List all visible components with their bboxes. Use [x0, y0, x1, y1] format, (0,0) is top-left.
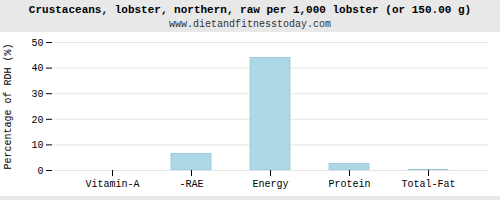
- html-text:www.dietandfitnesstoday.com: www.dietandfitnesstoday.com: [169, 19, 331, 30]
- svg-text:-RAE: -RAE: [179, 179, 203, 190]
- svg-text:Vitamin-A: Vitamin-A: [85, 179, 139, 190]
- svg-text:Energy: Energy: [252, 179, 288, 190]
- svg-text:50: 50: [31, 38, 43, 49]
- svg-text:0: 0: [37, 166, 43, 177]
- html-text:Crustaceans, lobster, northern: Crustaceans, lobster, northern, raw per …: [28, 4, 472, 16]
- svg-text:Percentage of RDH (%): Percentage of RDH (%): [3, 43, 14, 169]
- svg-text:30: 30: [31, 89, 43, 100]
- svg-text:40: 40: [31, 63, 43, 74]
- svg-text:Protein: Protein: [328, 179, 370, 190]
- svg-text:10: 10: [31, 140, 43, 151]
- svg-text:20: 20: [31, 115, 43, 126]
- svg-text:Total-Fat: Total-Fat: [401, 179, 455, 190]
